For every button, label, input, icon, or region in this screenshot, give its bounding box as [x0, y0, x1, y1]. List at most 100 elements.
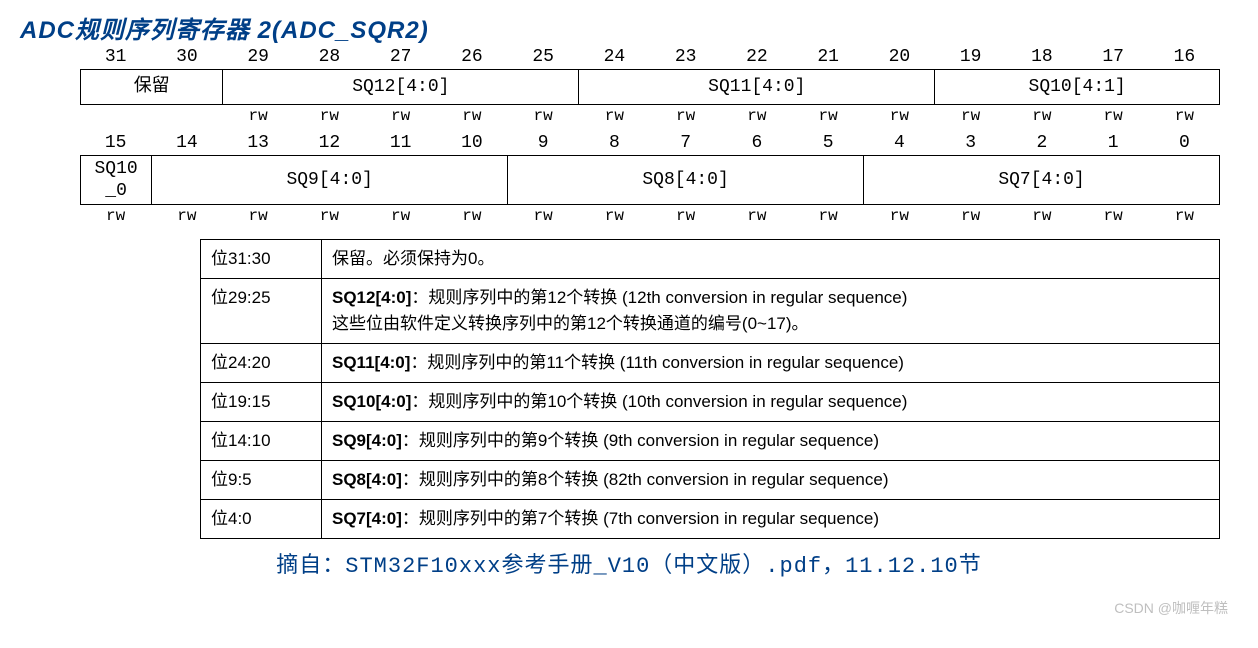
bit-number: 7	[650, 131, 721, 155]
rw-label: rw	[721, 105, 792, 127]
bit-number: 5	[793, 131, 864, 155]
rw-row-high: rwrwrwrwrwrwrwrwrwrwrwrwrwrw	[80, 105, 1220, 127]
rw-label	[151, 105, 222, 127]
bit-range: 位24:20	[201, 344, 322, 383]
field-cell: SQ10[4:1]	[935, 70, 1220, 104]
bit-number: 12	[294, 131, 365, 155]
bit-number: 0	[1149, 131, 1220, 155]
rw-label: rw	[436, 205, 507, 227]
field-cell: 保留	[81, 70, 223, 104]
bit-range: 位9:5	[201, 461, 322, 500]
bit-range: 位19:15	[201, 383, 322, 422]
rw-label: rw	[1078, 205, 1149, 227]
table-row: 位24:20SQ11[4:0]：规则序列中的第11个转换 (11th conve…	[201, 344, 1220, 383]
bit-range: 位29:25	[201, 279, 322, 344]
bit-number: 9	[508, 131, 579, 155]
bit-numbers-high: 31302928272625242322212019181716	[80, 45, 1220, 69]
rw-label: rw	[436, 105, 507, 127]
rw-label: rw	[223, 205, 294, 227]
table-row: 位31:30保留。必须保持为0。	[201, 240, 1220, 279]
rw-label: rw	[294, 105, 365, 127]
rw-label: rw	[793, 205, 864, 227]
rw-label: rw	[151, 205, 222, 227]
field-row-low: SQ10_0SQ9[4:0]SQ8[4:0]SQ7[4:0]	[80, 155, 1220, 205]
rw-label: rw	[508, 105, 579, 127]
bit-range: 位4:0	[201, 500, 322, 539]
rw-row-low: rwrwrwrwrwrwrwrwrwrwrwrwrwrwrwrw	[80, 205, 1220, 227]
bit-number: 17	[1078, 45, 1149, 69]
bit-description: 保留。必须保持为0。	[322, 240, 1220, 279]
bit-number: 31	[80, 45, 151, 69]
bit-number: 14	[151, 131, 222, 155]
rw-label: rw	[793, 105, 864, 127]
bit-number: 22	[721, 45, 792, 69]
rw-label: rw	[80, 205, 151, 227]
field-cell: SQ9[4:0]	[152, 156, 508, 204]
bit-number: 28	[294, 45, 365, 69]
bit-number: 26	[436, 45, 507, 69]
bit-number: 15	[80, 131, 151, 155]
bit-description: SQ10[4:0]：规则序列中的第10个转换 (10th conversion …	[322, 383, 1220, 422]
bit-number: 30	[151, 45, 222, 69]
rw-label: rw	[1149, 105, 1220, 127]
field-cell: SQ7[4:0]	[864, 156, 1220, 204]
bit-number: 24	[579, 45, 650, 69]
table-row: 位4:0SQ7[4:0]：规则序列中的第7个转换 (7th conversion…	[201, 500, 1220, 539]
field-cell: SQ12[4:0]	[223, 70, 579, 104]
description-table: 位31:30保留。必须保持为0。位29:25SQ12[4:0]：规则序列中的第1…	[200, 239, 1220, 539]
rw-label: rw	[365, 205, 436, 227]
bit-number: 29	[223, 45, 294, 69]
rw-label: rw	[864, 205, 935, 227]
bit-description: SQ9[4:0]：规则序列中的第9个转换 (9th conversion in …	[322, 422, 1220, 461]
bit-description: SQ7[4:0]：规则序列中的第7个转换 (7th conversion in …	[322, 500, 1220, 539]
rw-label: rw	[1078, 105, 1149, 127]
bit-number: 18	[1006, 45, 1077, 69]
bit-number: 10	[436, 131, 507, 155]
rw-label: rw	[721, 205, 792, 227]
register-title: ADC规则序列寄存器 2(ADC_SQR2)	[20, 10, 1238, 45]
rw-label: rw	[579, 205, 650, 227]
bit-number: 3	[935, 131, 1006, 155]
rw-label: rw	[650, 205, 721, 227]
bit-description: SQ8[4:0]：规则序列中的第8个转换 (82th conversion in…	[322, 461, 1220, 500]
table-row: 位14:10SQ9[4:0]：规则序列中的第9个转换 (9th conversi…	[201, 422, 1220, 461]
rw-label: rw	[579, 105, 650, 127]
rw-label: rw	[365, 105, 436, 127]
bit-number: 4	[864, 131, 935, 155]
field-cell: SQ10_0	[81, 156, 152, 204]
rw-label: rw	[1006, 105, 1077, 127]
bit-number: 19	[935, 45, 1006, 69]
bit-numbers-low: 1514131211109876543210	[80, 131, 1220, 155]
field-cell: SQ11[4:0]	[579, 70, 935, 104]
rw-label: rw	[508, 205, 579, 227]
table-row: 位9:5SQ8[4:0]：规则序列中的第8个转换 (82th conversio…	[201, 461, 1220, 500]
rw-label: rw	[864, 105, 935, 127]
bit-number: 6	[721, 131, 792, 155]
rw-label: rw	[650, 105, 721, 127]
bit-number: 23	[650, 45, 721, 69]
rw-label: rw	[935, 105, 1006, 127]
bit-description: SQ12[4:0]：规则序列中的第12个转换 (12th conversion …	[322, 279, 1220, 344]
rw-label: rw	[223, 105, 294, 127]
rw-label	[80, 105, 151, 127]
field-row-high: 保留SQ12[4:0]SQ11[4:0]SQ10[4:1]	[80, 69, 1220, 105]
bit-description: SQ11[4:0]：规则序列中的第11个转换 (11th conversion …	[322, 344, 1220, 383]
bit-number: 21	[793, 45, 864, 69]
bit-range: 位14:10	[201, 422, 322, 461]
bit-number: 25	[508, 45, 579, 69]
bit-number: 8	[579, 131, 650, 155]
bit-number: 20	[864, 45, 935, 69]
rw-label: rw	[1149, 205, 1220, 227]
bit-number: 16	[1149, 45, 1220, 69]
register-layout: 31302928272625242322212019181716 保留SQ12[…	[80, 45, 1220, 227]
bit-number: 1	[1078, 131, 1149, 155]
bit-number: 27	[365, 45, 436, 69]
bit-number: 2	[1006, 131, 1077, 155]
table-row: 位19:15SQ10[4:0]：规则序列中的第10个转换 (10th conve…	[201, 383, 1220, 422]
table-row: 位29:25SQ12[4:0]：规则序列中的第12个转换 (12th conve…	[201, 279, 1220, 344]
rw-label: rw	[294, 205, 365, 227]
field-cell: SQ8[4:0]	[508, 156, 864, 204]
rw-label: rw	[1006, 205, 1077, 227]
source-footer: 摘自：STM32F10xxx参考手册_V10（中文版）.pdf，11.12.10…	[20, 547, 1238, 579]
watermark: CSDN @咖喱年糕	[1114, 598, 1228, 618]
